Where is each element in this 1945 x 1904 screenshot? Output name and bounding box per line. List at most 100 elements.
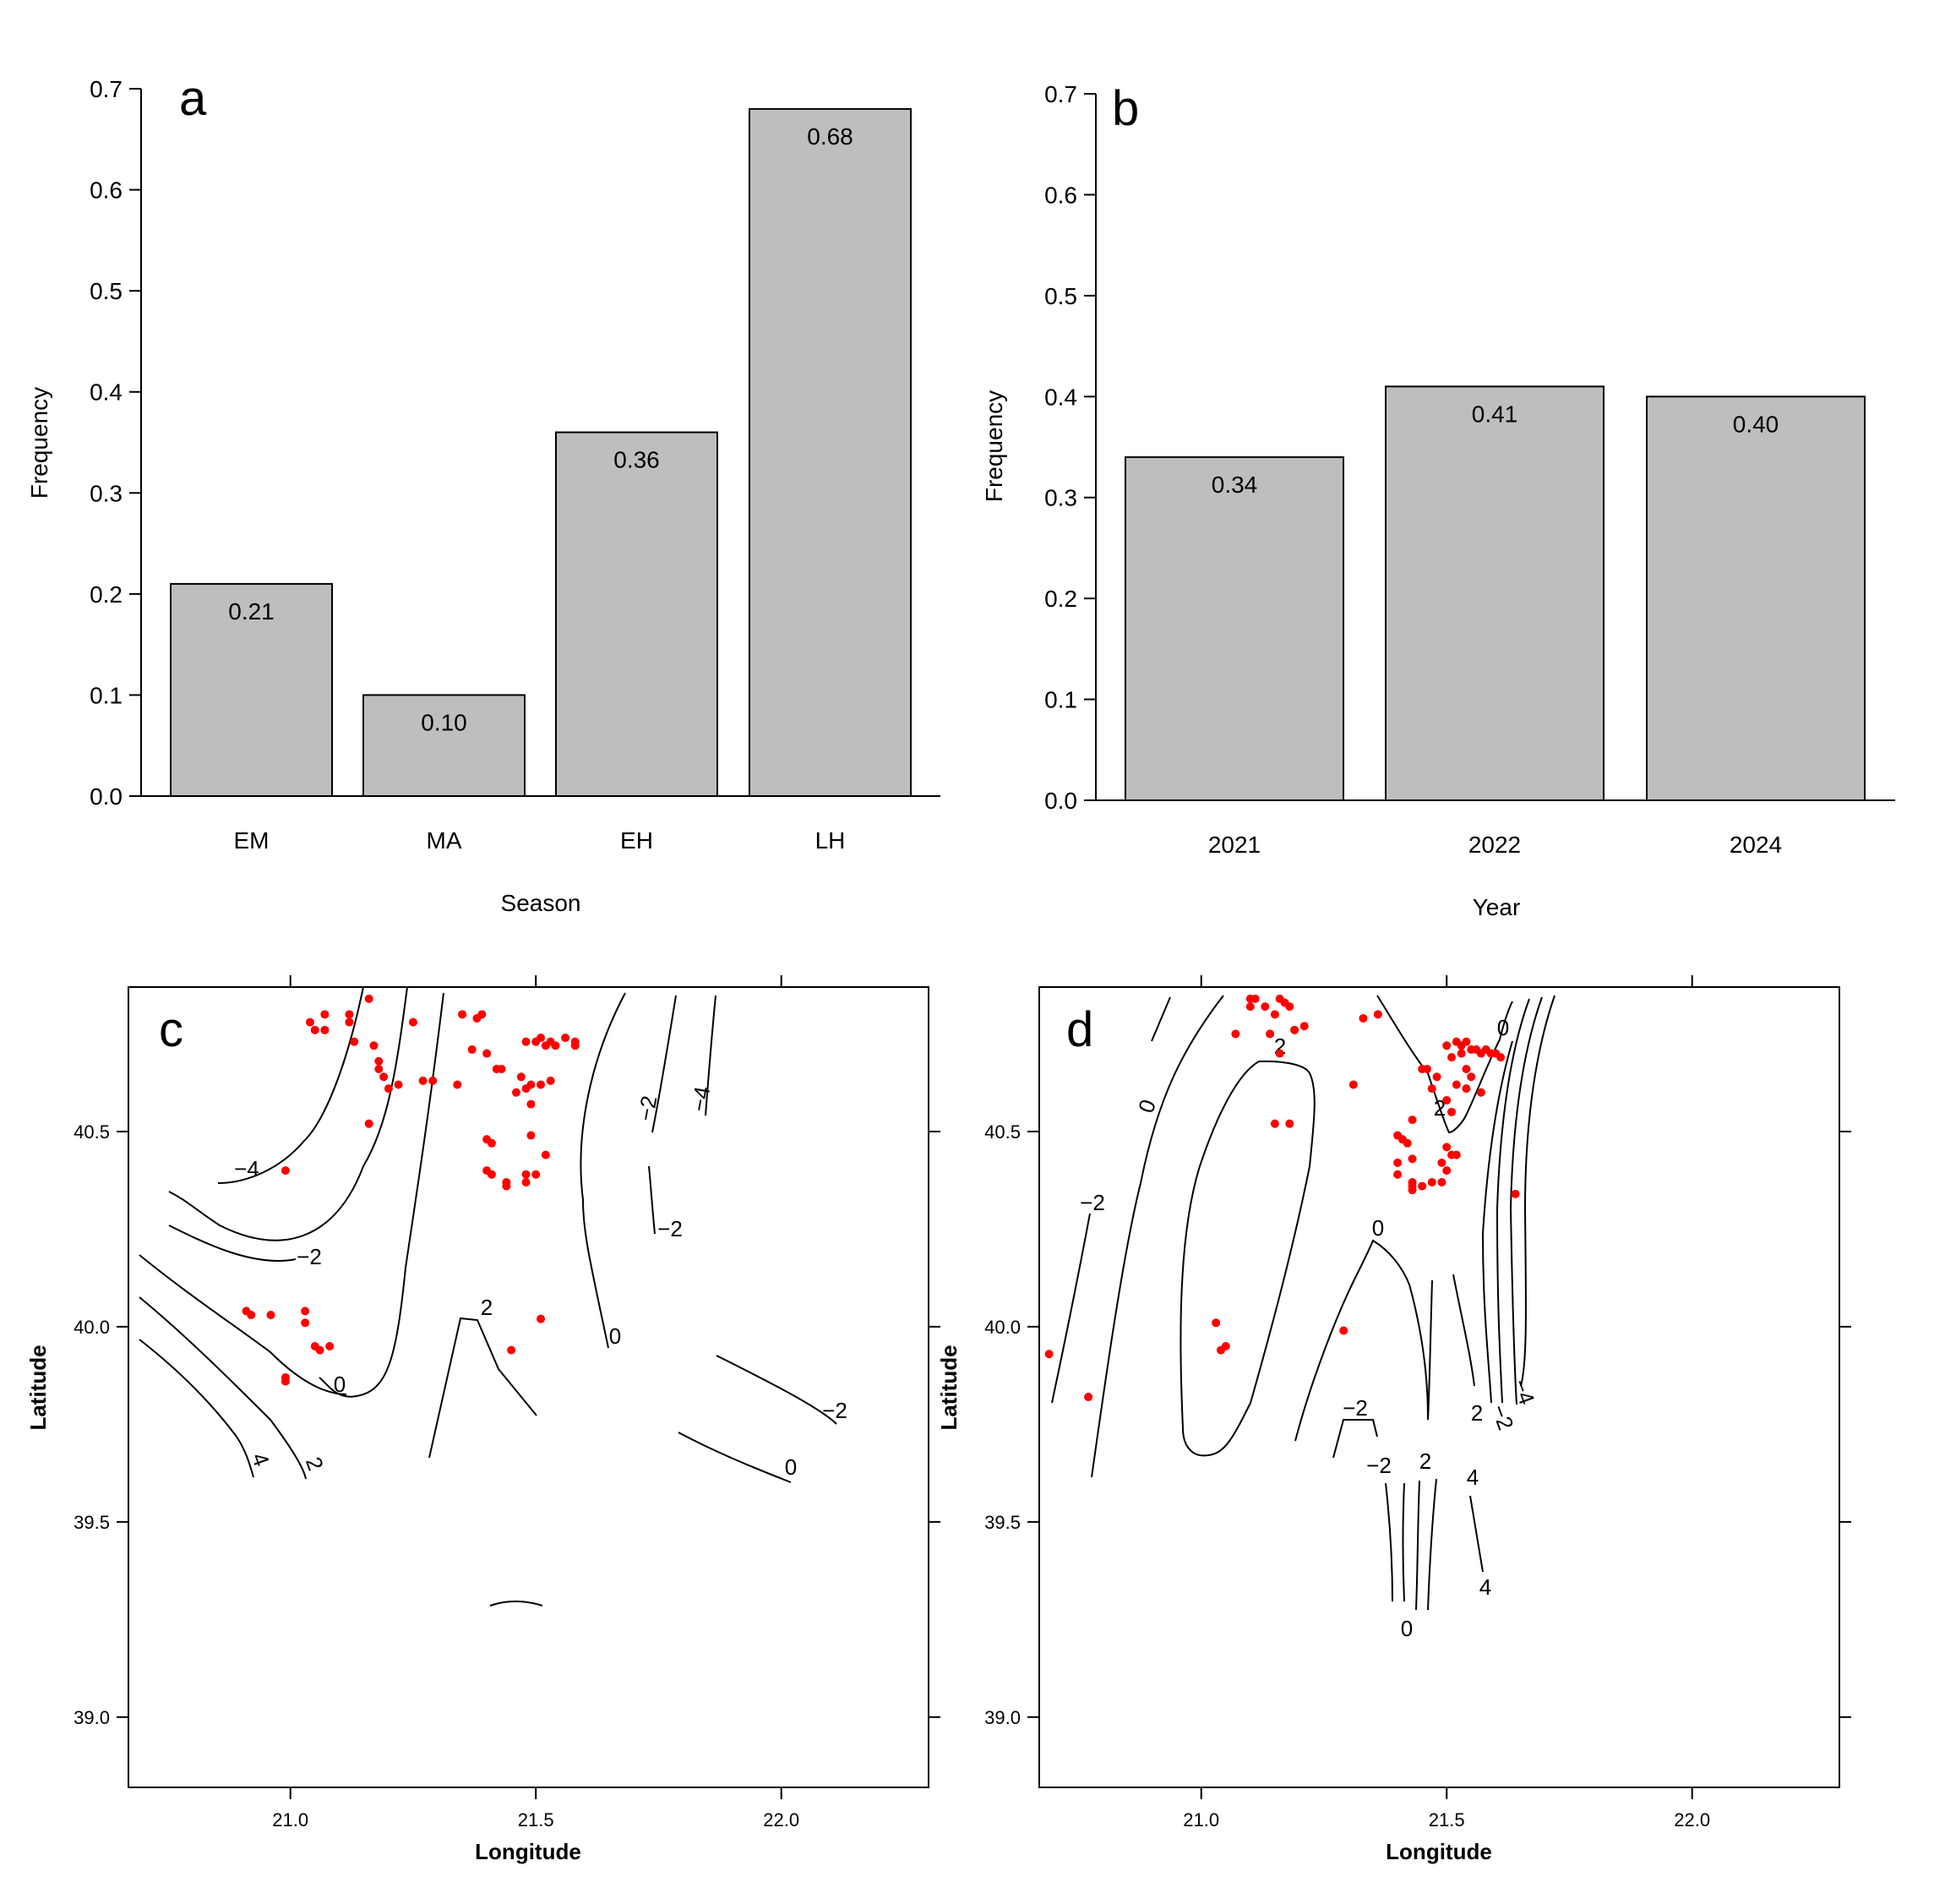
panel-c-contour-line bbox=[651, 995, 677, 1133]
panel-b-bar-value-label: 0.41 bbox=[1472, 401, 1518, 427]
panel-c-contour-line bbox=[580, 992, 626, 1349]
panel-d-survey-point bbox=[1476, 1088, 1485, 1097]
panel-d-survey-point bbox=[1437, 1158, 1446, 1167]
panel-c-survey-point bbox=[301, 1307, 310, 1316]
panel-c-survey-point bbox=[310, 1025, 319, 1034]
panel-d-contour-line bbox=[1509, 996, 1543, 1405]
panel-c-survey-point bbox=[418, 1076, 428, 1085]
panel-b-y-tick-label: 0.2 bbox=[1044, 586, 1077, 612]
panel-d-contour-label: −2 bbox=[1080, 1190, 1105, 1215]
panel-d-contour-lines bbox=[1051, 995, 1555, 1611]
panel-c-survey-point bbox=[266, 1311, 275, 1320]
panel-c-y-tick-label: 40.0 bbox=[74, 1317, 110, 1338]
panel-d-contour-label: 0 bbox=[1372, 1215, 1384, 1241]
panel-b-y-tick-label: 0.6 bbox=[1044, 182, 1077, 208]
panel-c-survey-point bbox=[345, 1017, 354, 1027]
panel-c-survey-point bbox=[453, 1080, 462, 1089]
panel-d-survey-point bbox=[1442, 1143, 1452, 1152]
panel-d-contour-line bbox=[1469, 1495, 1484, 1573]
panel-d-survey-point bbox=[1432, 1072, 1441, 1082]
panel-b-bar-2021 bbox=[1125, 456, 1344, 801]
panel-c-survey-point bbox=[511, 1088, 520, 1097]
panel-d-map-plot: 21.0 21.5 22.0 39.0 39.5 40.0 40.5 0 2 2 0 −2 0 −2 −2… bbox=[936, 975, 1851, 1864]
panel-d-contour-label: 4 bbox=[1467, 1465, 1479, 1490]
panel-c-x-tick-label: 21.5 bbox=[518, 1809, 554, 1830]
panel-a-y-tick-label: 0.6 bbox=[90, 177, 123, 204]
panel-c-contour-label: −2 bbox=[657, 1216, 683, 1241]
panel-a-bar-LH bbox=[749, 107, 912, 797]
panel-a-letter: a bbox=[179, 71, 207, 126]
panel-a-y-tick-label: 0.1 bbox=[90, 682, 123, 708]
panel-d-contour-label: −2 bbox=[1486, 1401, 1518, 1433]
panel-c-y-tick-label: 40.5 bbox=[74, 1121, 110, 1143]
panel-d-survey-point bbox=[1403, 1138, 1412, 1148]
panel-b-y-tick-label: 0.0 bbox=[1044, 788, 1077, 814]
panel-b-category-label: 2022 bbox=[1468, 832, 1521, 858]
panel-a-bar-chart: 0.0 0.1 0.2 0.3 0.4 0.5 0.6 0.7 0.21 EM 0.10 MA 0.3… bbox=[26, 71, 940, 916]
panel-c-survey-point bbox=[281, 1377, 290, 1386]
panel-d-survey-point bbox=[1442, 1166, 1452, 1176]
panel-c-contour-line bbox=[168, 1225, 297, 1262]
panel-d-contour-label: 0 bbox=[1497, 1015, 1509, 1040]
panel-c-x-axis-label: Longitude bbox=[475, 1839, 581, 1864]
panel-d-contour-line bbox=[1180, 1060, 1316, 1457]
panel-d-survey-point bbox=[1462, 1037, 1471, 1046]
panel-b-category-label: 2024 bbox=[1730, 832, 1782, 858]
panel-d-survey-point bbox=[1245, 1002, 1255, 1012]
panel-c-survey-point bbox=[408, 1017, 417, 1027]
panel-c-x-tick-label: 21.0 bbox=[272, 1809, 308, 1830]
panel-a-category-label: EM bbox=[234, 827, 270, 854]
panel-d-survey-point bbox=[1266, 1029, 1275, 1039]
panel-d-survey-point bbox=[1261, 1002, 1270, 1012]
panel-d-contour-line bbox=[1452, 1274, 1475, 1387]
panel-b-bar-chart: 0.0 0.1 0.2 0.3 0.4 0.5 0.6 0.7 0.34 2021 0.41 202… bbox=[981, 81, 1895, 920]
panel-a-category-label: MA bbox=[427, 827, 462, 854]
panel-c-contour-label: −2 bbox=[297, 1244, 322, 1269]
panel-c-survey-point bbox=[364, 994, 373, 1003]
panel-d-survey-point bbox=[1447, 1107, 1457, 1116]
panel-c-survey-point bbox=[487, 1170, 496, 1179]
panel-c-contour-line bbox=[705, 995, 716, 1116]
panel-c-contour-label: 2 bbox=[301, 1454, 329, 1474]
panel-b-letter: b bbox=[1112, 81, 1139, 136]
panel-d-survey-point bbox=[1270, 1010, 1279, 1019]
panel-d-contour-line bbox=[1415, 1480, 1420, 1611]
panel-c-survey-point bbox=[497, 1065, 506, 1074]
panel-d-y-tick-label: 40.0 bbox=[984, 1317, 1021, 1338]
panel-b-y-tick-label: 0.1 bbox=[1044, 687, 1077, 713]
panel-b-bar-value-label: 0.34 bbox=[1212, 472, 1258, 498]
panel-d-letter: d bbox=[1066, 1002, 1093, 1057]
panel-a-bar-value-label: 0.10 bbox=[421, 709, 467, 735]
panel-d-contour-line bbox=[1520, 995, 1555, 1387]
panel-c-survey-point bbox=[364, 1119, 373, 1128]
panel-c-contour-label: −4 bbox=[686, 1084, 716, 1113]
panel-d-survey-point bbox=[1212, 1318, 1221, 1328]
panel-c-contour-label: −4 bbox=[234, 1156, 259, 1181]
panel-c-contour-line bbox=[217, 986, 364, 1184]
panel-d-survey-point bbox=[1427, 1084, 1436, 1094]
panel-a-y-tick-label: 0.0 bbox=[90, 783, 123, 810]
panel-a-bar-value-label: 0.21 bbox=[228, 598, 275, 625]
panel-c-letter: c bbox=[159, 1002, 183, 1057]
panel-c-survey-point bbox=[325, 1341, 335, 1350]
panel-c-survey-point bbox=[526, 1080, 536, 1089]
panel-c-contour-label: −2 bbox=[633, 1094, 662, 1122]
panel-d-survey-point bbox=[1299, 1022, 1309, 1031]
panel-b-y-tick-label: 0.5 bbox=[1044, 283, 1077, 309]
panel-b-x-axis-label: Year bbox=[1473, 894, 1521, 920]
panel-d-x-axis-label: Longitude bbox=[1386, 1839, 1492, 1864]
panel-d-survey-point bbox=[1339, 1326, 1348, 1335]
panel-c-survey-point bbox=[537, 1034, 546, 1043]
panel-c-survey-point bbox=[315, 1345, 324, 1355]
panel-c-survey-point bbox=[541, 1150, 550, 1159]
panel-d-survey-point bbox=[1285, 1002, 1294, 1012]
panel-c-survey-point bbox=[507, 1345, 516, 1355]
panel-c-contour-lines bbox=[139, 986, 837, 1607]
panel-c-survey-point bbox=[537, 1314, 546, 1323]
panel-a-x-axis-label: Season bbox=[501, 890, 581, 916]
panel-c-survey-point bbox=[394, 1080, 403, 1089]
panel-c-survey-point bbox=[526, 1099, 536, 1109]
panel-d-survey-point bbox=[1393, 1170, 1403, 1179]
panel-d-contour-line bbox=[1376, 995, 1513, 1134]
